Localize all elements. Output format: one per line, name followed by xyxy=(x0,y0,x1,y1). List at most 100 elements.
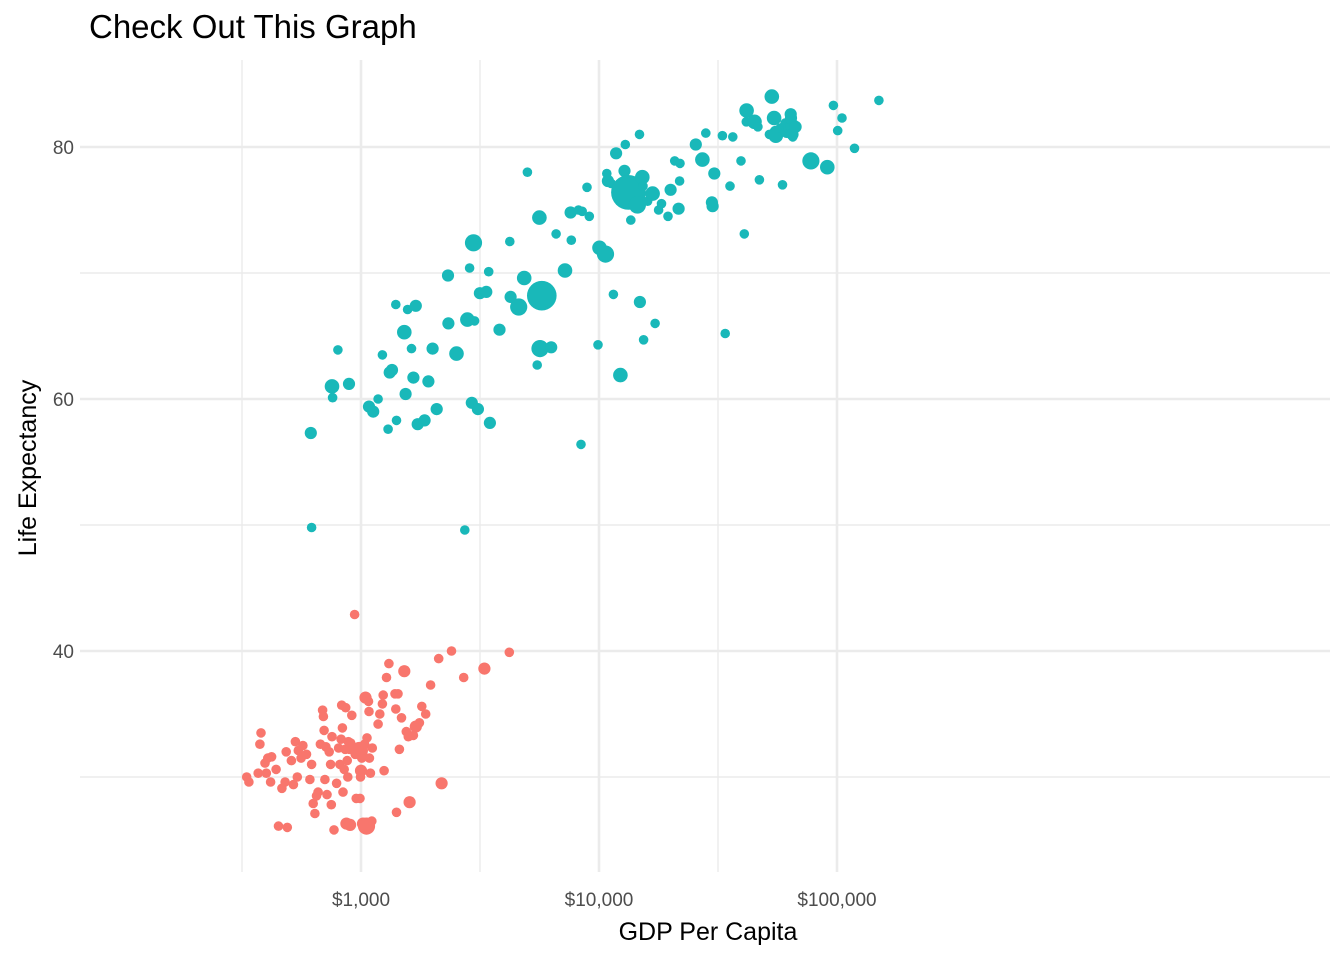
data-point xyxy=(650,318,660,329)
data-point xyxy=(399,387,412,401)
data-point xyxy=(253,768,263,778)
data-point xyxy=(325,759,336,770)
data-point xyxy=(764,89,780,104)
data-point xyxy=(531,340,549,358)
data-point xyxy=(566,235,577,245)
data-point xyxy=(331,778,342,789)
data-point xyxy=(557,263,573,278)
data-point xyxy=(820,159,835,175)
data-point xyxy=(313,787,323,797)
data-point xyxy=(695,152,710,167)
data-point xyxy=(266,752,277,762)
data-point xyxy=(706,200,719,213)
data-point xyxy=(613,367,628,383)
data-point xyxy=(373,719,383,729)
data-point xyxy=(391,299,401,310)
data-point xyxy=(398,665,411,678)
data-point xyxy=(645,186,660,201)
x-tick-label: $100,000 xyxy=(797,890,876,911)
data-point xyxy=(408,730,419,741)
data-point xyxy=(355,793,365,804)
data-point xyxy=(832,125,843,136)
data-point xyxy=(333,345,343,355)
data-point xyxy=(464,263,475,273)
data-point xyxy=(425,680,436,690)
data-point xyxy=(720,328,730,339)
data-point xyxy=(320,774,330,785)
data-point xyxy=(874,95,884,106)
data-point xyxy=(407,371,420,384)
data-point xyxy=(638,335,649,345)
data-point xyxy=(577,206,587,217)
data-point xyxy=(828,100,839,111)
data-point xyxy=(364,706,374,717)
data-point xyxy=(286,755,297,766)
data-point xyxy=(318,711,329,722)
data-point xyxy=(483,266,494,277)
data-point xyxy=(728,132,738,142)
data-point xyxy=(460,525,470,535)
y-axis-ticks: 40 60 80 xyxy=(53,138,74,663)
data-point xyxy=(306,759,317,770)
data-point xyxy=(288,779,299,790)
data-point xyxy=(551,229,561,239)
data-point xyxy=(766,110,782,126)
y-axis-title: Life Expectancy xyxy=(14,379,42,556)
data-point xyxy=(357,753,367,763)
data-point xyxy=(383,424,393,435)
data-point xyxy=(344,818,357,832)
data-point xyxy=(458,672,469,683)
data-point xyxy=(367,405,380,418)
data-point xyxy=(420,709,431,719)
data-point xyxy=(324,379,340,394)
x-tick-label: $10,000 xyxy=(565,890,634,911)
data-point xyxy=(664,183,677,196)
data-point xyxy=(618,164,631,177)
data-point xyxy=(754,175,765,185)
data-point xyxy=(674,176,685,186)
data-point xyxy=(301,749,312,760)
data-point xyxy=(326,799,337,810)
data-point xyxy=(417,701,427,712)
data-point xyxy=(338,787,348,797)
data-point xyxy=(365,768,376,778)
data-point xyxy=(849,143,860,154)
data-point xyxy=(802,152,820,170)
data-point xyxy=(633,295,647,309)
data-point xyxy=(753,122,763,132)
data-point xyxy=(367,743,378,753)
data-point xyxy=(377,699,388,709)
data-point xyxy=(391,415,402,426)
data-point xyxy=(282,822,293,833)
data-point xyxy=(584,211,595,222)
data-point xyxy=(480,285,493,298)
data-point xyxy=(336,734,346,744)
data-point xyxy=(354,764,368,777)
data-point xyxy=(739,103,754,118)
data-point xyxy=(306,522,317,533)
data-point xyxy=(433,653,444,664)
data-point xyxy=(255,739,265,749)
data-point xyxy=(290,736,301,747)
data-point xyxy=(327,392,338,403)
x-axis-ticks: $1,000 $10,000 $100,000 xyxy=(332,890,877,911)
x-tick-label: $1,000 xyxy=(332,890,390,911)
data-point xyxy=(717,130,728,141)
data-point xyxy=(265,777,276,787)
data-point xyxy=(327,731,337,742)
data-point xyxy=(441,269,455,282)
data-point xyxy=(504,290,517,303)
data-point xyxy=(532,210,547,225)
data-point xyxy=(396,713,407,723)
data-point xyxy=(478,662,491,675)
data-point xyxy=(656,198,667,209)
data-point xyxy=(381,672,392,683)
data-point xyxy=(620,139,631,150)
data-point xyxy=(342,755,353,766)
data-point xyxy=(304,426,317,440)
data-point xyxy=(635,169,650,185)
data-point xyxy=(367,816,377,826)
data-point xyxy=(610,147,623,160)
data-point xyxy=(403,796,416,809)
